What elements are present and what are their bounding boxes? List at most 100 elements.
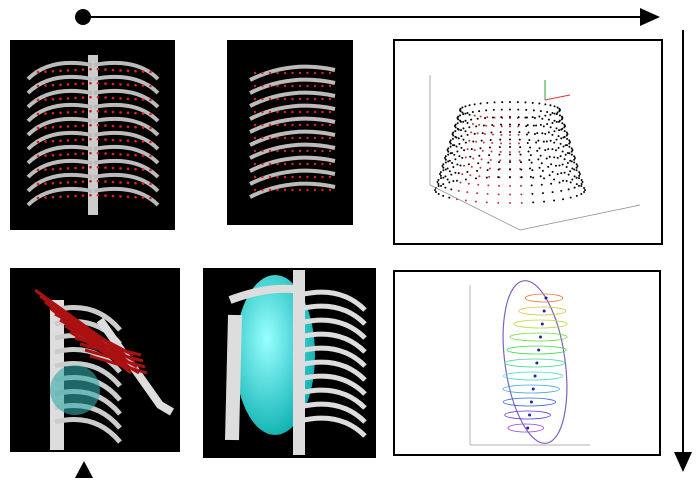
- point: [561, 118, 563, 120]
- landmark: [59, 126, 62, 129]
- point: [540, 155, 542, 157]
- point: [560, 172, 562, 174]
- point: [553, 156, 555, 158]
- landmark: [254, 176, 256, 178]
- point: [541, 323, 544, 326]
- point: [457, 122, 459, 124]
- landmark: [134, 140, 137, 143]
- point: [509, 161, 511, 163]
- point: [549, 174, 551, 176]
- landmark: [119, 181, 122, 184]
- point: [541, 162, 543, 164]
- point: [509, 101, 511, 103]
- point: [458, 172, 460, 174]
- point: [568, 146, 570, 148]
- point: [509, 202, 511, 204]
- landmark: [74, 97, 77, 100]
- landmark: [329, 150, 331, 152]
- point: [576, 167, 578, 169]
- landmark: [306, 111, 308, 113]
- point: [544, 297, 547, 300]
- point: [544, 103, 546, 105]
- point: [531, 193, 533, 195]
- point: [550, 163, 552, 165]
- point: [465, 178, 467, 180]
- point: [475, 125, 477, 127]
- point: [558, 181, 560, 183]
- landmark: [291, 189, 293, 191]
- landmark: [299, 98, 301, 100]
- point: [474, 149, 476, 151]
- landmark: [291, 111, 293, 113]
- point: [501, 109, 503, 111]
- landmark: [299, 150, 301, 152]
- point: [470, 119, 472, 121]
- landmark: [291, 137, 293, 139]
- point: [540, 110, 542, 112]
- landmark: [291, 163, 293, 165]
- point: [553, 200, 555, 202]
- point: [450, 139, 452, 141]
- point: [468, 140, 470, 142]
- landmark: [254, 163, 256, 165]
- landmark: [329, 85, 331, 87]
- point: [497, 202, 499, 204]
- landmark: [67, 83, 70, 86]
- point: [500, 131, 502, 133]
- point: [569, 160, 571, 162]
- point: [532, 388, 535, 391]
- point: [497, 176, 499, 178]
- point: [458, 143, 460, 145]
- landmark: [269, 111, 271, 113]
- landmark: [74, 195, 77, 198]
- point: [478, 175, 480, 177]
- point: [566, 180, 568, 182]
- point: [528, 414, 531, 417]
- landmark: [44, 196, 47, 199]
- point: [564, 172, 566, 174]
- point: [468, 183, 470, 185]
- point: [532, 102, 534, 104]
- point: [541, 132, 543, 134]
- point: [434, 189, 436, 191]
- point: [579, 173, 581, 175]
- point: [491, 142, 493, 144]
- point: [549, 156, 551, 158]
- point: [518, 116, 520, 118]
- point: [578, 185, 580, 187]
- point: [554, 113, 556, 115]
- point: [568, 174, 570, 176]
- landmark: [284, 176, 286, 178]
- point: [509, 143, 511, 145]
- landmark: [276, 137, 278, 139]
- landmark: [284, 137, 286, 139]
- landmark: [291, 124, 293, 126]
- landmark: [127, 126, 130, 129]
- landmark: [97, 96, 100, 99]
- spine: [293, 270, 305, 455]
- landmark: [74, 139, 77, 142]
- point: [475, 177, 477, 179]
- point: [528, 159, 530, 161]
- point: [556, 127, 558, 129]
- point: [485, 125, 487, 127]
- landmark: [44, 126, 47, 129]
- point: [562, 136, 564, 138]
- point: [492, 134, 494, 136]
- point: [492, 116, 494, 118]
- point: [562, 163, 564, 165]
- point: [542, 192, 544, 194]
- point: [520, 185, 522, 187]
- point: [553, 142, 555, 144]
- landmark: [284, 189, 286, 191]
- point: [568, 143, 570, 145]
- point: [460, 135, 462, 137]
- landmark: [74, 111, 77, 114]
- landmark: [261, 176, 263, 178]
- landmark: [276, 85, 278, 87]
- landmark: [276, 98, 278, 100]
- point: [536, 132, 538, 134]
- point: [517, 101, 519, 103]
- landmark: [127, 168, 130, 171]
- point: [438, 185, 440, 187]
